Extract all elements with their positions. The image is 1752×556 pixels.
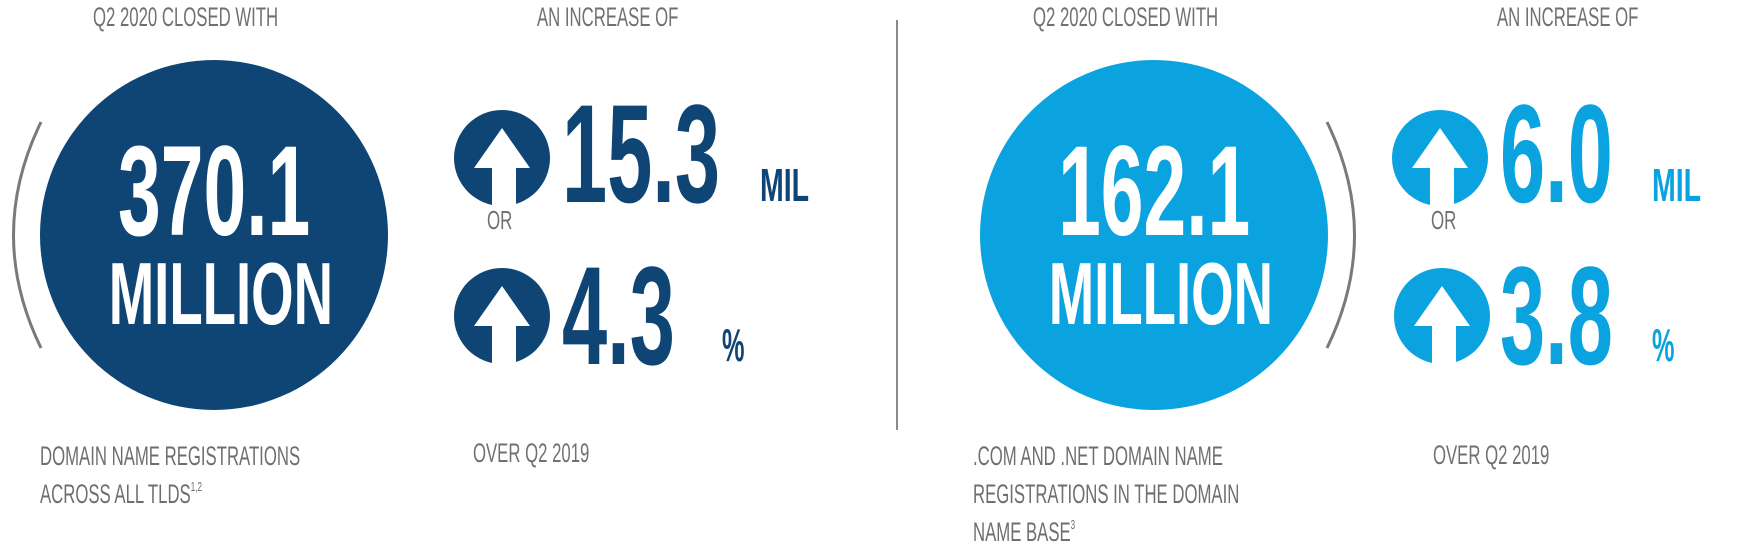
left-increase-pct-value: 4.3 bbox=[562, 237, 675, 394]
left-increase-pct-unit: % bbox=[722, 319, 745, 371]
right-bracket-arc bbox=[1325, 121, 1356, 349]
right-increase-abs-unit: MIL bbox=[1652, 159, 1702, 211]
right-description-line-3: NAME BASE3 bbox=[973, 517, 1076, 547]
left-increase-abs-value: 15.3 bbox=[562, 75, 721, 232]
arrow-up-circle-icon bbox=[1392, 110, 1488, 206]
right-increase-abs-value: 6.0 bbox=[1500, 75, 1613, 232]
arrow-up-circle-icon bbox=[454, 268, 550, 364]
footnote-ref: 1,2 bbox=[190, 479, 202, 494]
arrow-up-circle-icon bbox=[1394, 268, 1490, 364]
right-increase-pct-value: 3.8 bbox=[1500, 237, 1613, 394]
right-header-total: Q2 2020 CLOSED WITH bbox=[1033, 2, 1219, 32]
left-total-unit: MILLION bbox=[108, 244, 333, 343]
right-or-label: OR bbox=[1431, 205, 1457, 235]
right-description: .COM AND .NET DOMAIN NAME REGISTRATIONS … bbox=[973, 437, 1403, 551]
left-or-label: OR bbox=[487, 205, 513, 235]
footnote-ref: 3 bbox=[1070, 517, 1076, 532]
right-comparison: OVER Q2 2019 bbox=[1433, 440, 1550, 470]
arrow-up-circle-icon bbox=[454, 110, 550, 206]
left-increase-abs-unit: MIL bbox=[760, 159, 810, 211]
left-header-increase: AN INCREASE OF bbox=[537, 2, 679, 32]
left-header-total: Q2 2020 CLOSED WITH bbox=[93, 2, 279, 32]
left-description-line-2: ACROSS ALL TLDS1,2 bbox=[40, 479, 202, 509]
left-description: DOMAIN NAME REGISTRATIONS ACROSS ALL TLD… bbox=[40, 437, 460, 513]
right-total-circle: 162.1 MILLION bbox=[980, 60, 1328, 410]
left-total-value: 370.1 bbox=[117, 120, 311, 263]
right-header-increase: AN INCREASE OF bbox=[1497, 2, 1639, 32]
right-total-unit: MILLION bbox=[1048, 244, 1273, 343]
right-increase-pct-unit: % bbox=[1652, 319, 1675, 371]
left-bracket-arc bbox=[12, 121, 43, 349]
panel-divider bbox=[896, 20, 898, 430]
left-comparison: OVER Q2 2019 bbox=[473, 438, 590, 468]
right-total-value: 162.1 bbox=[1057, 120, 1251, 263]
left-total-circle: 370.1 MILLION bbox=[40, 60, 388, 410]
